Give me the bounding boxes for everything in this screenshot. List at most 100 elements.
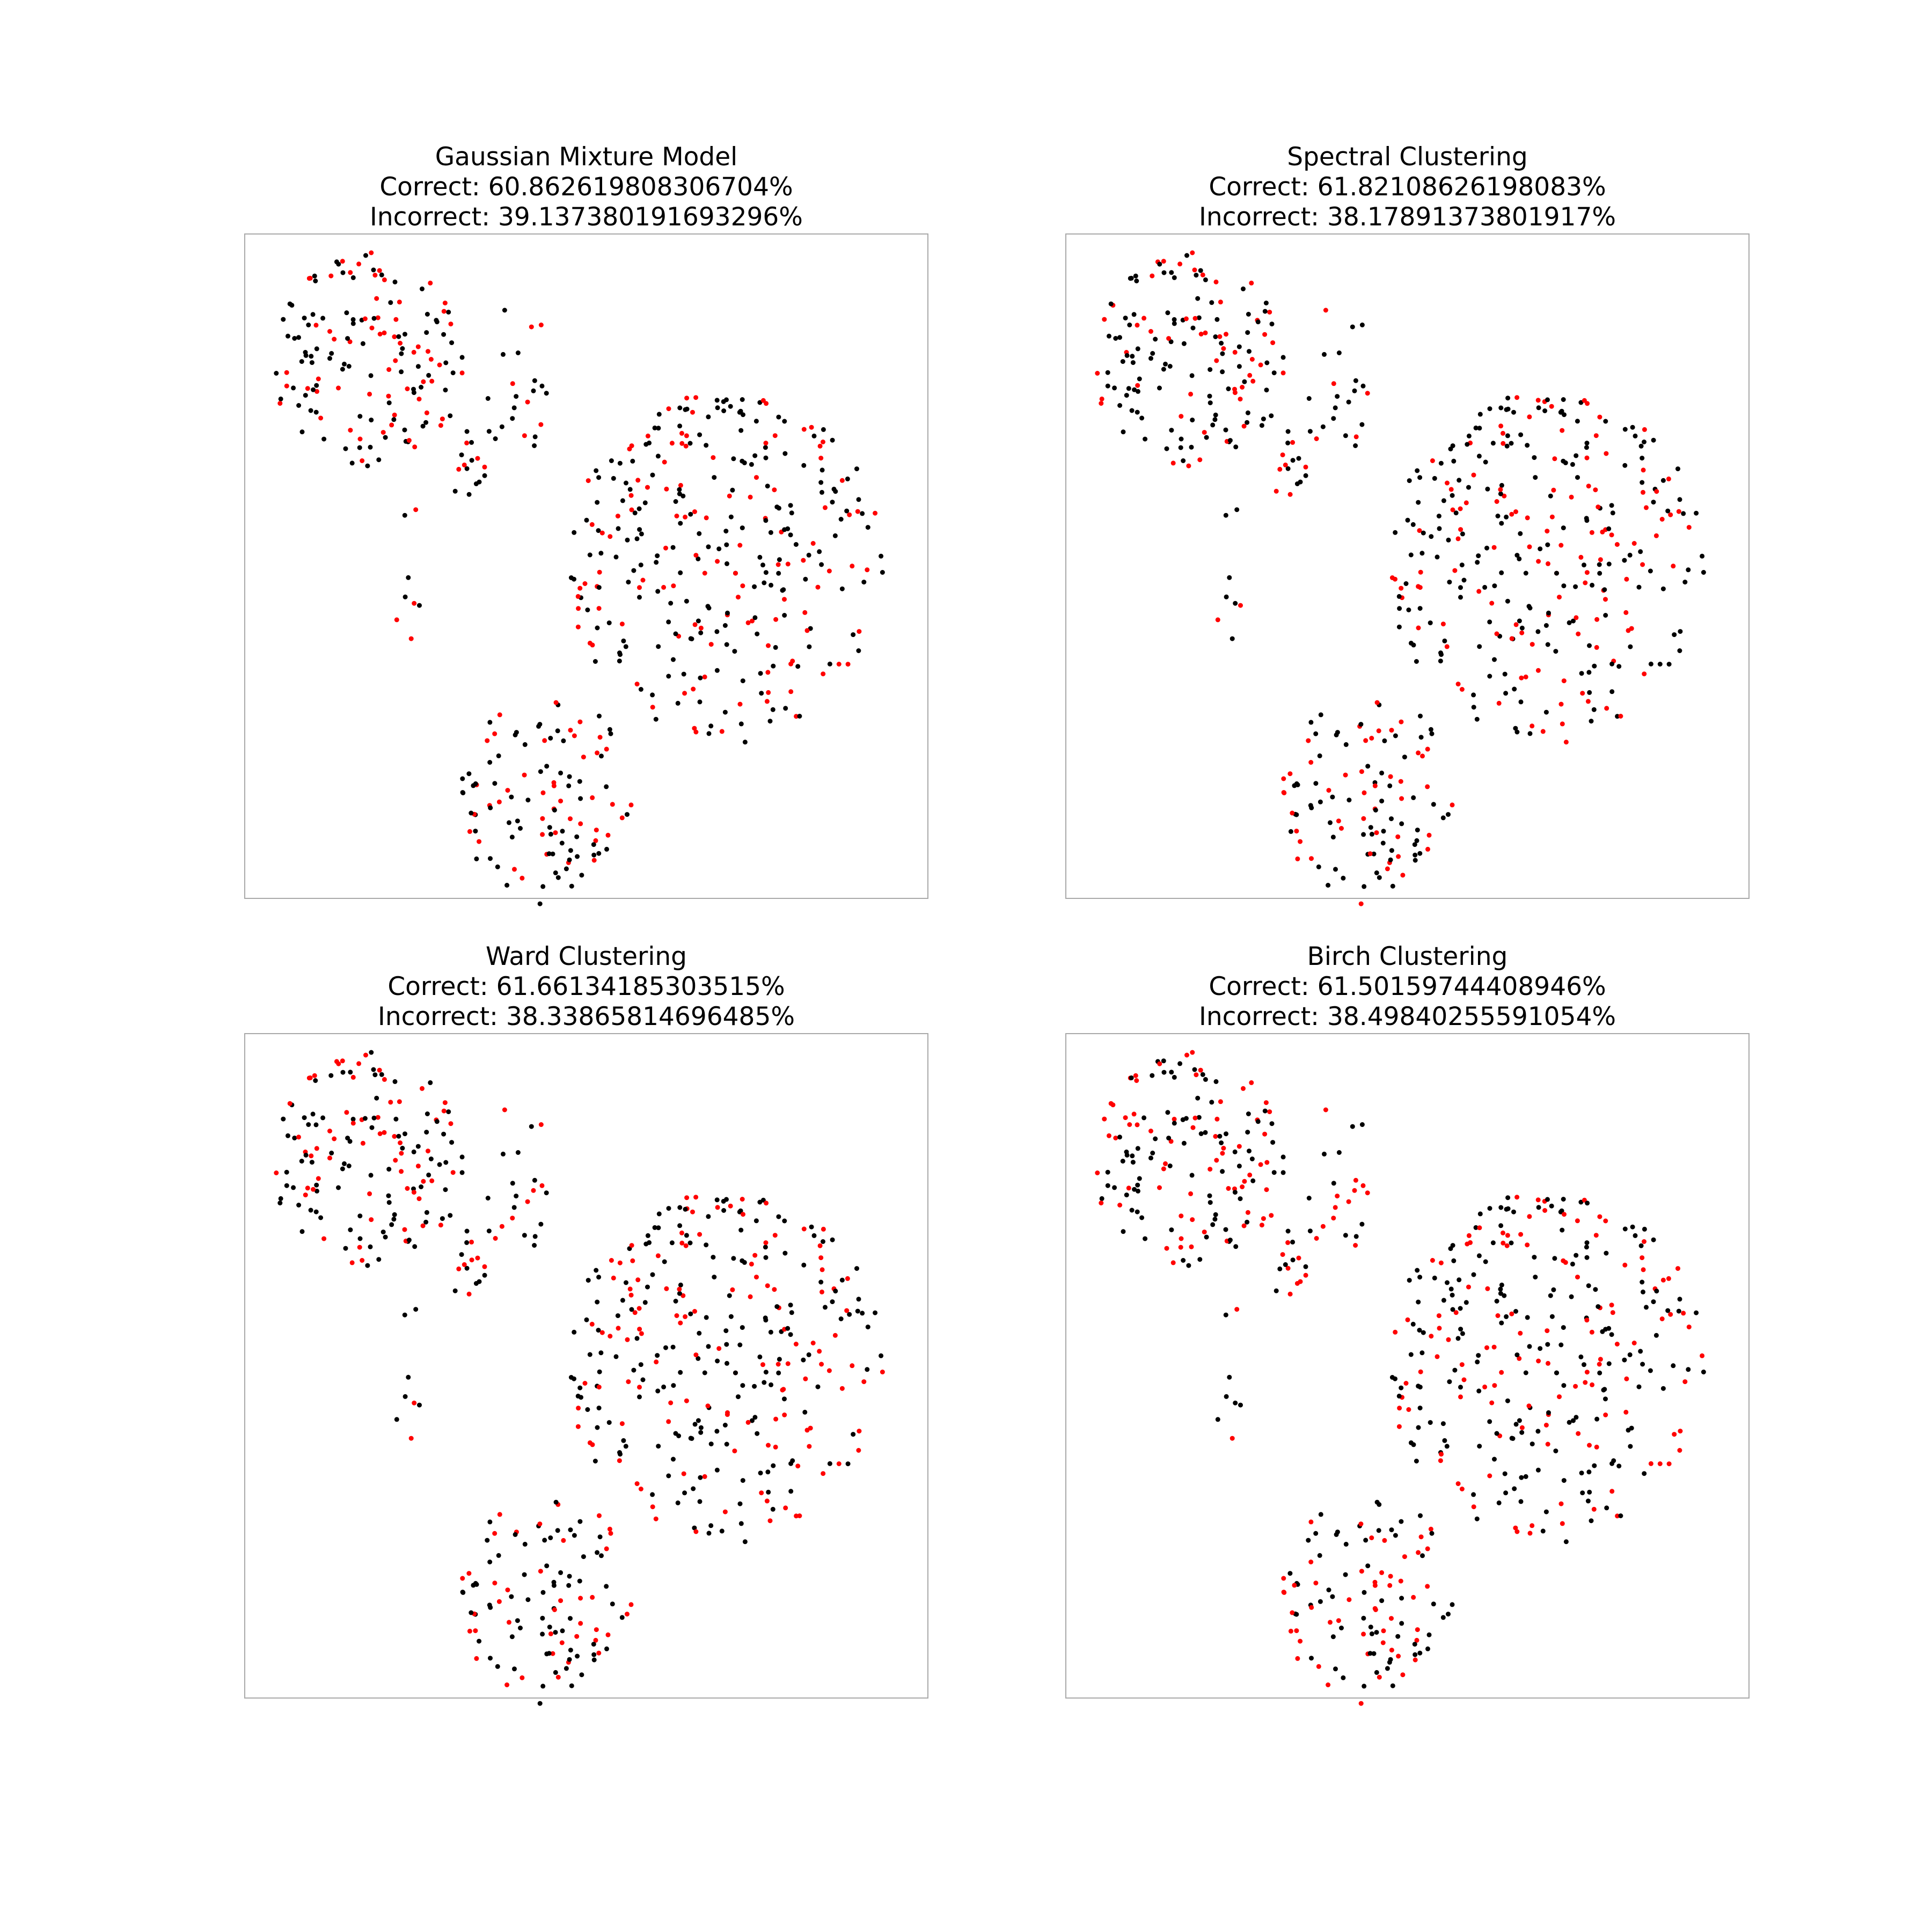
correct-point <box>1602 1387 1607 1392</box>
incorrect-point <box>375 1115 380 1120</box>
correct-point <box>365 463 370 469</box>
correct-point <box>532 434 538 440</box>
correct-point <box>1513 726 1518 731</box>
correct-point <box>1334 732 1339 737</box>
correct-point <box>1538 546 1543 552</box>
correct-point <box>1666 662 1672 667</box>
incorrect-point <box>538 1569 543 1574</box>
correct-point <box>587 1352 592 1357</box>
correct-point <box>625 537 630 543</box>
correct-point <box>555 728 560 734</box>
correct-point <box>721 1208 727 1213</box>
correct-point <box>1517 556 1522 561</box>
correct-point <box>515 350 521 355</box>
incorrect-point <box>1178 1245 1183 1250</box>
plot-area <box>244 1033 928 1706</box>
incorrect-point <box>1241 1223 1247 1228</box>
correct-point <box>460 790 466 795</box>
incorrect-point <box>1367 851 1373 857</box>
correct-point <box>1402 755 1407 760</box>
incorrect-point <box>397 1099 402 1104</box>
correct-point <box>1333 1666 1338 1672</box>
correct-point <box>1606 1361 1612 1366</box>
correct-point <box>553 870 558 875</box>
incorrect-point <box>312 1073 317 1078</box>
correct-point <box>1518 531 1523 536</box>
correct-point <box>696 1356 701 1361</box>
scatter-plot <box>1095 1050 1706 1706</box>
correct-point <box>1124 393 1129 398</box>
correct-point <box>1592 663 1597 669</box>
correct-point <box>740 397 745 402</box>
correct-point <box>1247 349 1252 354</box>
correct-point <box>793 542 799 547</box>
incorrect-point <box>558 1598 564 1604</box>
correct-point <box>350 321 356 326</box>
correct-point <box>629 1307 634 1312</box>
correct-point <box>1123 316 1128 321</box>
correct-point <box>1461 577 1467 583</box>
chart-title-block: Spectral Clustering Correct: 61.82108626… <box>1065 142 1750 232</box>
correct-point <box>755 631 760 636</box>
correct-point <box>485 396 491 401</box>
incorrect-point <box>347 339 353 345</box>
correct-point <box>488 1656 493 1661</box>
incorrect-point <box>775 1362 781 1367</box>
plot-area <box>1065 233 1750 906</box>
correct-point <box>1227 1374 1232 1380</box>
correct-point <box>830 437 835 443</box>
correct-point <box>758 1470 763 1476</box>
incorrect-point <box>671 583 676 589</box>
incorrect-point <box>1495 1313 1501 1318</box>
incorrect-point <box>1425 846 1430 852</box>
incorrect-point <box>296 1135 301 1140</box>
correct-point <box>1124 1152 1130 1158</box>
correct-point <box>714 1429 720 1434</box>
correct-point <box>1675 466 1680 472</box>
incorrect-point <box>1308 760 1314 765</box>
incorrect-point <box>1477 1225 1482 1231</box>
incorrect-point <box>1654 489 1659 494</box>
incorrect-point <box>377 1067 382 1073</box>
correct-point <box>336 261 341 267</box>
correct-point <box>572 1533 577 1538</box>
correct-point <box>1406 608 1411 612</box>
correct-point <box>1561 525 1566 531</box>
correct-point <box>1396 624 1402 630</box>
incorrect-point <box>568 816 573 822</box>
correct-point <box>1504 443 1510 449</box>
incorrect-point <box>318 415 324 421</box>
correct-point <box>768 530 773 535</box>
correct-point <box>763 1245 768 1250</box>
incorrect-point <box>611 1275 616 1280</box>
incorrect-point <box>1597 1362 1602 1367</box>
incorrect-point <box>1280 370 1286 376</box>
incorrect-point <box>1609 1302 1614 1308</box>
incorrect-point <box>428 357 434 362</box>
correct-point <box>1241 286 1246 291</box>
correct-point <box>1219 341 1224 346</box>
incorrect-point <box>1363 738 1368 743</box>
correct-point <box>671 657 676 662</box>
correct-point <box>553 1499 559 1505</box>
incorrect-point <box>609 1258 614 1263</box>
incorrect-point <box>1161 1166 1166 1172</box>
correct-point <box>1393 1533 1398 1538</box>
correct-point <box>742 460 747 465</box>
incorrect-point <box>1682 1379 1688 1385</box>
correct-point <box>1306 1196 1312 1201</box>
correct-point <box>678 570 683 575</box>
incorrect-point <box>1197 457 1203 463</box>
incorrect-point <box>1380 1640 1386 1645</box>
incorrect-point <box>1593 487 1598 493</box>
correct-point <box>706 1214 711 1219</box>
correct-point <box>550 851 555 857</box>
correct-point <box>1477 412 1483 417</box>
incorrect-point <box>504 1682 510 1687</box>
correct-point <box>697 432 702 437</box>
correct-point <box>752 1384 757 1389</box>
correct-point <box>618 652 623 657</box>
correct-point <box>638 687 643 692</box>
incorrect-point <box>1323 1107 1328 1113</box>
correct-point <box>1579 671 1584 676</box>
